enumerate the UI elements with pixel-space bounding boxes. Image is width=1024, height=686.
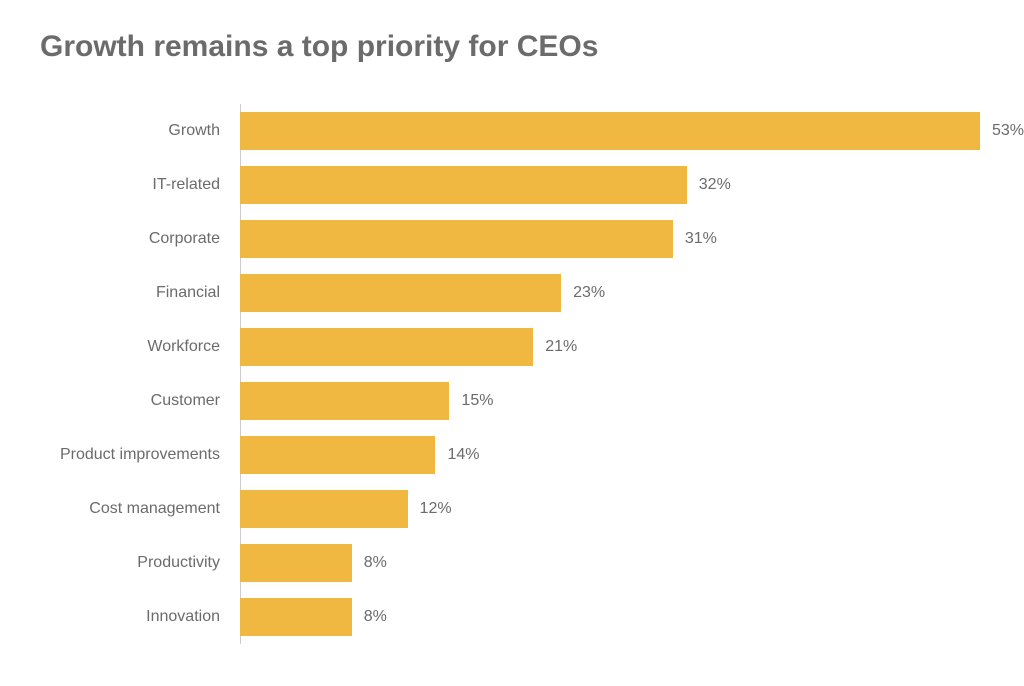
bar-value: 8% <box>364 554 387 572</box>
bar-row: Productivity8% <box>240 536 984 590</box>
chart-area: Growth53%IT-related32%Corporate31%Financ… <box>40 104 984 644</box>
bar-track: 23% <box>240 266 984 320</box>
bar-value: 8% <box>364 608 387 626</box>
bars-container: Growth53%IT-related32%Corporate31%Financ… <box>240 104 984 644</box>
bar-fill <box>240 490 408 528</box>
bar-label: Financial <box>40 284 230 302</box>
bar-label: Growth <box>40 122 230 140</box>
bar-value: 12% <box>420 500 452 518</box>
bar-fill <box>240 598 352 636</box>
bar-row: Product improvements14% <box>240 428 984 482</box>
bar-value: 23% <box>573 284 605 302</box>
bar-fill <box>240 328 533 366</box>
bar-track: 8% <box>240 590 984 644</box>
bar-track: 15% <box>240 374 984 428</box>
bar-row: Growth53% <box>240 104 984 158</box>
bar-value: 32% <box>699 176 731 194</box>
bar-fill <box>240 166 687 204</box>
bar-value: 53% <box>992 122 1024 140</box>
bar-row: Financial23% <box>240 266 984 320</box>
bar-label: IT-related <box>40 176 230 194</box>
bar-value: 21% <box>545 338 577 356</box>
bar-value: 14% <box>447 446 479 464</box>
bar-value: 31% <box>685 230 717 248</box>
bar-row: Cost management12% <box>240 482 984 536</box>
bar-track: 14% <box>240 428 984 482</box>
chart-title: Growth remains a top priority for CEOs <box>40 30 984 64</box>
bar-fill <box>240 220 673 258</box>
bar-label: Product improvements <box>40 446 230 464</box>
bar-label: Corporate <box>40 230 230 248</box>
bar-row: Customer15% <box>240 374 984 428</box>
bar-track: 21% <box>240 320 984 374</box>
bar-label: Innovation <box>40 608 230 626</box>
bar-fill <box>240 112 980 150</box>
bar-fill <box>240 544 352 582</box>
bar-label: Customer <box>40 392 230 410</box>
bar-track: 12% <box>240 482 984 536</box>
bar-track: 8% <box>240 536 984 590</box>
bar-label: Cost management <box>40 500 230 518</box>
bar-track: 53% <box>240 104 1024 158</box>
bar-row: IT-related32% <box>240 158 984 212</box>
bar-track: 31% <box>240 212 984 266</box>
bar-row: Workforce21% <box>240 320 984 374</box>
bar-label: Workforce <box>40 338 230 356</box>
bar-value: 15% <box>461 392 493 410</box>
bar-row: Innovation8% <box>240 590 984 644</box>
bar-fill <box>240 382 449 420</box>
bar-fill <box>240 274 561 312</box>
bar-fill <box>240 436 435 474</box>
bar-label: Productivity <box>40 554 230 572</box>
bar-track: 32% <box>240 158 984 212</box>
bar-row: Corporate31% <box>240 212 984 266</box>
